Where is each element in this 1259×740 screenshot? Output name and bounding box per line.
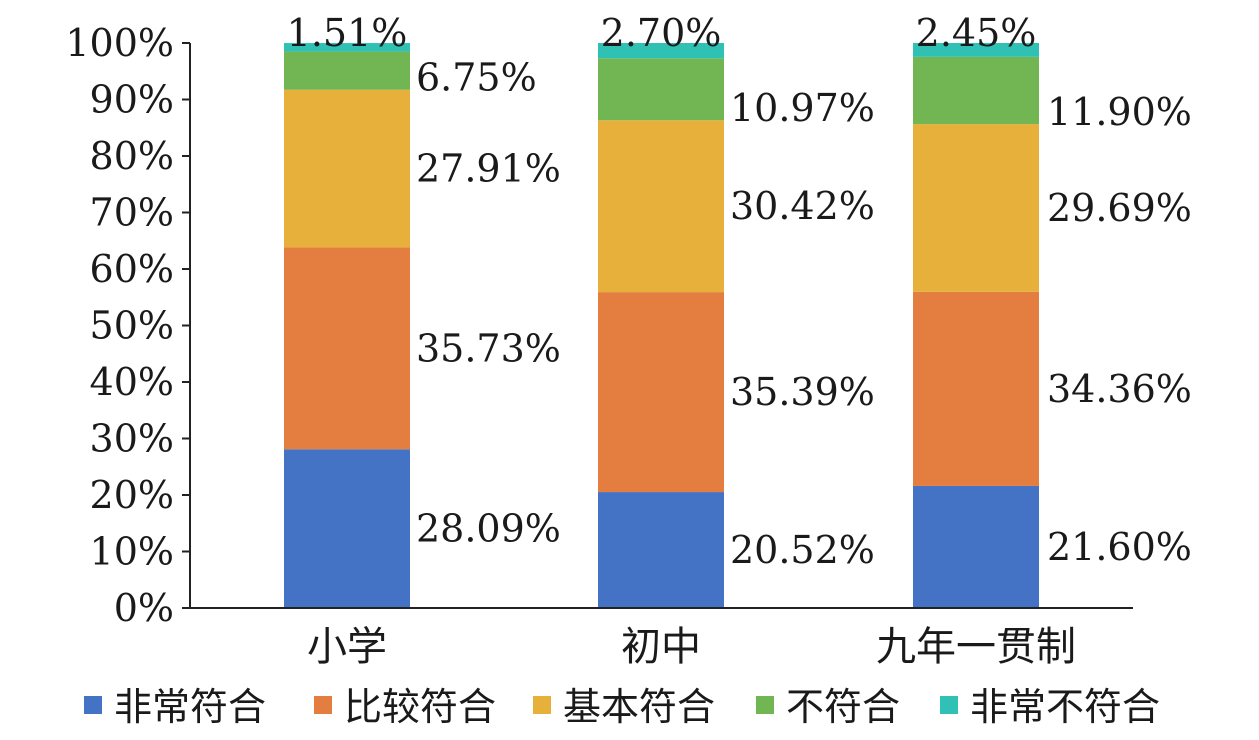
data-label: 1.51% <box>287 11 408 55</box>
legend-label: 基本符合 <box>563 685 715 729</box>
data-label: 28.09% <box>416 507 561 551</box>
x-category-label: 小学 <box>307 624 387 670</box>
data-label: 11.90% <box>1047 90 1192 134</box>
bar-segment <box>284 89 410 248</box>
bar-segment <box>598 58 724 121</box>
data-label: 10.97% <box>730 86 875 130</box>
bar-segment <box>598 292 724 493</box>
bar-segment <box>598 43 724 59</box>
data-label: 34.36% <box>1047 367 1192 411</box>
bars <box>284 43 1039 608</box>
y-tick-label: 20% <box>90 473 174 517</box>
legend-label: 不符合 <box>786 685 900 729</box>
y-tick-label: 0% <box>114 586 174 630</box>
y-axis: 0% 10% 20% 30% 40% 50% 60% 70% 80% 90% 100% <box>65 21 191 630</box>
legend-swatch <box>533 696 551 714</box>
data-label: 21.60% <box>1047 525 1192 569</box>
y-tick-label: 50% <box>90 304 174 348</box>
y-tick-label: 80% <box>90 134 174 178</box>
x-category-label: 九年一贯制 <box>876 624 1076 670</box>
bar-segment <box>284 247 410 450</box>
bar-segment <box>598 492 724 608</box>
bar-segment <box>913 56 1039 125</box>
bar-segment <box>284 449 410 608</box>
y-tick-label: 60% <box>90 247 174 291</box>
data-label: 30.42% <box>730 184 875 228</box>
bar-segment <box>598 120 724 293</box>
y-tick-label: 30% <box>90 417 174 461</box>
data-label: 27.91% <box>416 147 561 191</box>
bar-segment <box>913 291 1039 486</box>
data-label: 2.70% <box>601 11 722 55</box>
data-label: 2.45% <box>916 11 1037 55</box>
data-label: 29.69% <box>1047 186 1192 230</box>
legend-label: 非常不符合 <box>970 685 1160 729</box>
legend-label: 非常符合 <box>114 685 266 729</box>
y-tick-label: 100% <box>65 21 174 65</box>
legend: 非常符合 比较符合 基本符合 不符合 非常不符合 <box>84 685 1160 729</box>
y-tick-label: 10% <box>90 530 174 574</box>
x-category-label: 初中 <box>621 624 701 670</box>
legend-swatch <box>84 696 102 714</box>
y-tick-label: 40% <box>90 360 174 404</box>
bar-segment <box>913 485 1039 608</box>
bar-segment <box>284 43 410 52</box>
bar-segment <box>913 43 1039 57</box>
legend-swatch <box>314 696 332 714</box>
x-axis: 小学 初中 九年一贯制 <box>190 607 1133 670</box>
bar-segment <box>284 51 410 90</box>
legend-swatch <box>756 696 774 714</box>
data-label: 35.39% <box>730 370 875 414</box>
legend-label: 比较符合 <box>344 685 496 729</box>
legend-swatch <box>940 696 958 714</box>
y-tick-label: 70% <box>90 191 174 235</box>
bar-segment <box>913 124 1039 292</box>
data-label: 20.52% <box>730 528 875 572</box>
y-tick-label: 90% <box>90 78 174 122</box>
data-label: 6.75% <box>416 56 537 100</box>
data-labels: 28.09% 35.73% 27.91% 6.75%1.51% 20.52% 35.39%… <box>287 11 1192 572</box>
data-label: 35.73% <box>416 326 561 370</box>
